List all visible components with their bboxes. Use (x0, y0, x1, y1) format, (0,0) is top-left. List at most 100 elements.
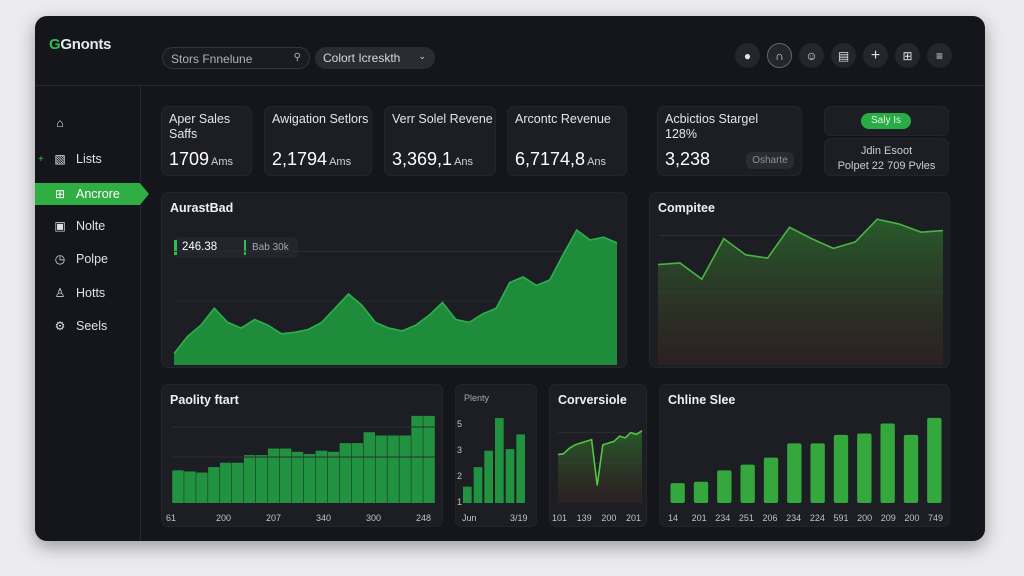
paolity-bar (267, 448, 280, 503)
x-tick-label: 201 (626, 513, 642, 523)
kpi-card: Verr Solel Revene 3,369,1 Ans (384, 106, 496, 176)
plenty-chart: Plenty Jun 3/19 5 3 2 1 (455, 384, 537, 527)
x-tick-label: 749 (928, 513, 944, 523)
y-tick-label: 1 (457, 497, 463, 507)
paolity-bar (327, 451, 340, 503)
chline-bar (880, 423, 895, 503)
info-card: Jdin Esoot Polpet 22 709 Pvles (824, 138, 949, 176)
x-tick-label: 3/19 (510, 513, 528, 523)
plenty-bar (495, 418, 504, 503)
chat-icon[interactable]: ☺ (799, 43, 824, 68)
x-tick-label: 200 (857, 513, 873, 523)
x-tick-label: 224 (809, 513, 825, 523)
settings-icon: ⚙ (54, 319, 66, 333)
share-button[interactable]: Osharte (746, 152, 794, 169)
sidebar-item-seels[interactable]: ⚙ Seels (54, 319, 108, 333)
chline-bar (693, 481, 709, 503)
x-tick-label: 61 (166, 513, 177, 523)
x-tick-label: 234 (715, 513, 731, 523)
x-tick-label: 209 (880, 513, 896, 523)
menu-icon[interactable]: ≡ (927, 43, 952, 68)
y-tick-label: 3 (457, 445, 463, 455)
paolity-bar (339, 443, 352, 503)
paolity-bar (399, 435, 411, 503)
x-tick-label: 101 (552, 513, 568, 523)
chart-svg (172, 415, 435, 503)
x-tick-label: 200 (904, 513, 920, 523)
x-tick-label: 207 (266, 513, 282, 523)
chline-bar (857, 433, 872, 503)
paolity-bar (196, 472, 208, 503)
x-tick-label: 248 (416, 513, 432, 523)
main-line (173, 228, 618, 355)
headset-icon[interactable]: ∩ (767, 43, 792, 68)
chart-svg (173, 228, 618, 365)
chline-bar (927, 417, 942, 503)
main-area-chart: AurastBad 246.38 Bab 30k (161, 192, 627, 368)
chline-chart: Chline Slee 14 201 234 251 206 234 224 591 200 209… (659, 384, 950, 527)
paolity-bar (351, 443, 364, 503)
paolity-bar (411, 415, 423, 503)
clock-icon: ◷ (54, 252, 66, 266)
plenty-bar (516, 434, 525, 503)
x-tick-label: 234 (786, 513, 802, 523)
paolity-bar (387, 435, 399, 503)
paolity-bar (279, 448, 292, 503)
paolity-chart: Paolity ftart 61 200 207 340 300 248 (161, 384, 443, 527)
chart-icon: ⊞ (54, 187, 66, 201)
app-window: GGnonts Stors Fnnelune ⚲ Colort Icreskth ⌄… (35, 16, 985, 541)
x-tick-label: 300 (366, 513, 382, 523)
x-tick-label: 200 (216, 513, 232, 523)
paolity-bar (243, 455, 256, 503)
x-tick-label: 251 (738, 513, 754, 523)
sidebar: ⌂ + ▧ Lists ⊞ Ancrore ▣ Nolte ◷ Polpe ♙ Hotts … (35, 86, 149, 541)
document-icon[interactable]: ▤ (831, 43, 856, 68)
sidebar-item-ancrore[interactable]: ⊞ Ancrore (35, 183, 149, 205)
filter-select[interactable]: Colort Icreskth ⌄ (315, 47, 435, 69)
user-icon: ♙ (54, 286, 66, 300)
sidebar-item-nolte[interactable]: ▣ Nolte (54, 219, 106, 233)
paolity-bar (184, 471, 196, 503)
sidebar-item-polpe[interactable]: ◷ Polpe (54, 252, 108, 266)
plenty-bar (473, 467, 483, 503)
chart-svg (463, 418, 525, 503)
paolity-bar (220, 462, 232, 503)
x-tick-label: 200 (601, 513, 617, 523)
clipboard-icon: ▣ (54, 219, 66, 233)
value-tag: 246.38 Bab 30k (174, 237, 298, 258)
paolity-bar (315, 450, 328, 503)
chline-bar (810, 443, 825, 503)
list-icon: ▧ (54, 152, 66, 166)
header: GGnonts Stors Fnnelune ⚲ Colort Icreskth ⌄… (35, 16, 985, 86)
sidebar-item-lists[interactable]: + ▧ Lists (38, 152, 102, 166)
kpi-card: Arcontc Revenue 6,7174,8 Ans (507, 106, 627, 176)
chline-bar (717, 470, 732, 503)
x-tick-label: 340 (316, 513, 332, 523)
plenty-bar (484, 450, 493, 503)
plenty-bar (463, 486, 472, 503)
paolity-bar (291, 451, 304, 503)
chline-bar (903, 434, 919, 503)
kpi-card: Aper Sales Saffs 1709 Ams (161, 106, 252, 176)
home-icon: ⌂ (56, 116, 64, 130)
logo: GGnonts (49, 36, 112, 53)
corversiole-line (557, 430, 643, 486)
grid-icon[interactable]: ⊞ (895, 43, 920, 68)
status-card: Saly Is (824, 106, 949, 136)
chline-bar (740, 464, 755, 503)
chart-svg (670, 417, 942, 503)
paolity-bar (255, 455, 268, 503)
plenty-bar (505, 449, 515, 503)
sidebar-item-hotts[interactable]: ♙ Hotts (54, 286, 106, 300)
plus-icon[interactable]: + (863, 43, 888, 68)
compitee-area (658, 219, 943, 365)
x-tick-label: 591 (833, 513, 849, 523)
search-input[interactable]: Stors Fnnelune ⚲ (162, 47, 310, 69)
paolity-bar (232, 462, 244, 503)
kpi-card: Awigation Setlors 2,1794 Ams (264, 106, 372, 176)
x-tick-label: 14 (668, 513, 679, 523)
paolity-bar (172, 470, 184, 503)
y-tick-label: 5 (457, 419, 463, 429)
sidebar-item-home[interactable]: ⌂ (35, 112, 141, 134)
user-icon[interactable]: ● (735, 43, 760, 68)
